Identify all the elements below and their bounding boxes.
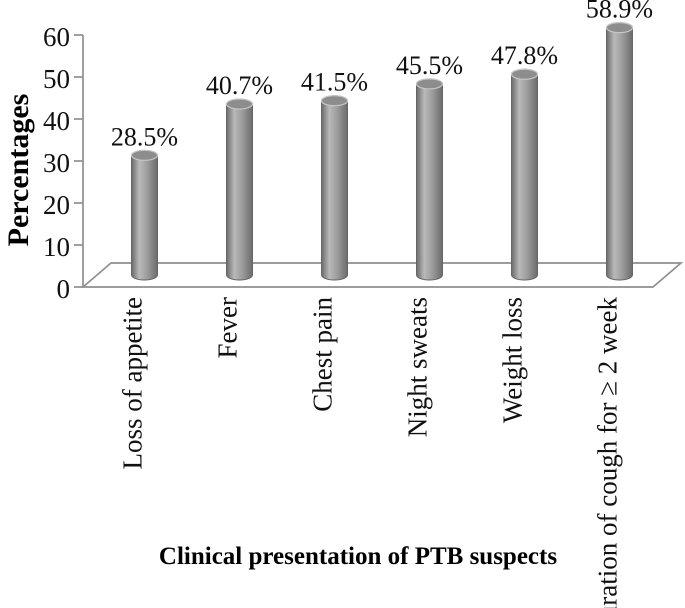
x-category-label: Weight loss — [498, 297, 528, 423]
cylinder-body — [131, 149, 158, 281]
y-tick-label: 20 — [43, 190, 70, 220]
cylinder-cap — [510, 68, 539, 80]
x-category-label: Fever — [213, 297, 243, 358]
bar-data-label: 47.8% — [491, 41, 558, 70]
y-tick-label: 10 — [43, 232, 70, 262]
x-category-label: Duration of cough for ≥ 2 week — [593, 297, 623, 608]
y-axis-title: Percentages — [2, 94, 35, 247]
bar-cylinder — [320, 95, 349, 281]
bar-data-label: 58.9% — [586, 0, 653, 24]
bar-data-label: 41.5% — [301, 68, 368, 97]
x-category-label: Night sweats — [403, 297, 433, 437]
cylinder-cap — [605, 22, 634, 34]
cylinder-body — [511, 68, 538, 281]
cylinder-body — [606, 22, 633, 281]
x-axis-title: Clinical presentation of PTB suspects — [159, 543, 557, 570]
y-tick-label: 50 — [43, 64, 70, 94]
bar-cylinder — [605, 22, 634, 281]
cylinder-cap — [415, 78, 444, 90]
bar-cylinder — [510, 68, 539, 281]
cylinder-body — [416, 78, 443, 281]
x-category-label: Chest pain — [308, 297, 338, 412]
cylinder-body — [226, 98, 253, 281]
y-tick-label: 40 — [43, 106, 70, 136]
y-tick-label: 0 — [57, 274, 71, 304]
cylinder-cap — [130, 149, 159, 161]
cylinder-cap — [225, 98, 254, 110]
bar-data-label: 40.7% — [206, 71, 273, 100]
x-category-label: Loss of appetite — [118, 297, 148, 469]
bar-data-label: 28.5% — [111, 122, 178, 151]
chart-floor — [80, 262, 684, 288]
cylinder-body — [321, 95, 348, 281]
y-tick-label: 30 — [43, 148, 70, 178]
bar-cylinder — [225, 98, 254, 281]
bar-cylinder — [415, 78, 444, 281]
bar-data-label: 45.5% — [396, 51, 463, 80]
cylinder-cap — [320, 95, 349, 107]
chart-plot-area: 0 10 20 30 40 50 60 28.5% Loss of appetite 40.7% F… — [43, 0, 684, 608]
bar-cylinder — [130, 149, 159, 281]
y-tick-label: 60 — [43, 22, 70, 52]
